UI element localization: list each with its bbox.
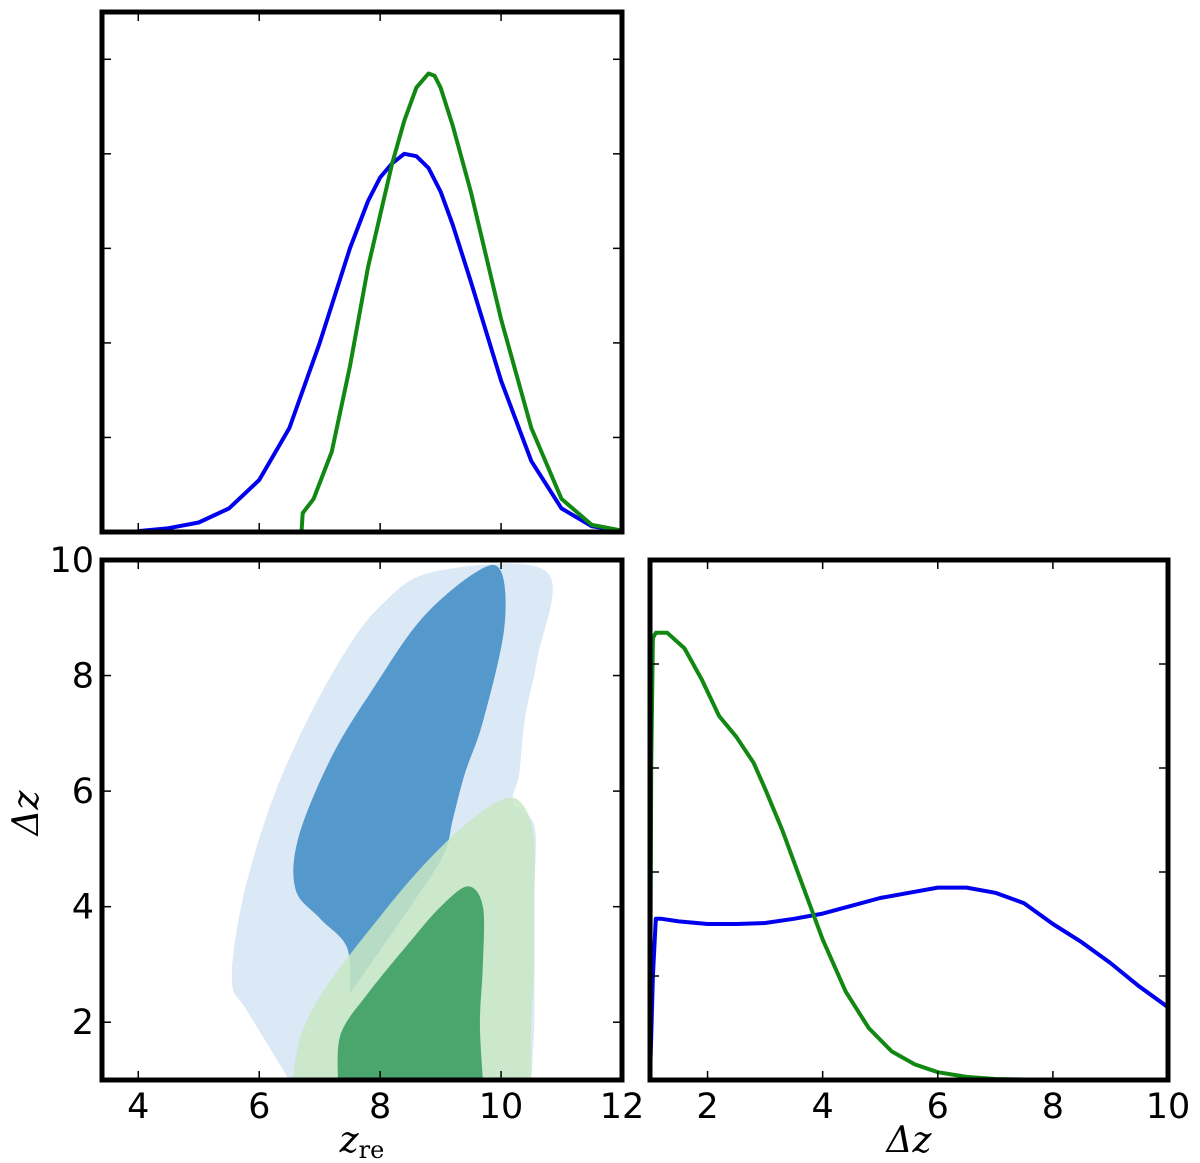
zre-marginal-green-curve — [299, 71, 622, 532]
dz-marginal-frame — [647, 557, 1171, 1083]
dz-x-axis-label: Δz — [885, 1120, 933, 1161]
contour-y-tick-label: 10 — [49, 541, 94, 581]
dz-marginal-x-tick-label: 6 — [927, 1087, 949, 1127]
zre-marginal-panel — [99, 9, 625, 535]
zre-marginal-frame — [99, 9, 625, 535]
contour-y-tick-label: 6 — [72, 772, 94, 812]
contour-x-tick-label: 12 — [600, 1087, 645, 1127]
dz-marginal-green-curve — [650, 630, 1055, 1080]
contour-y-tick-label: 2 — [72, 1003, 94, 1043]
dz-marginal-x-tick-label: 2 — [696, 1087, 718, 1127]
dz-marginal-curves — [650, 630, 1168, 1080]
contour-x-tick-label: 6 — [248, 1087, 270, 1127]
contour-y-tick-label: 8 — [72, 657, 94, 697]
contour-blue_inner — [293, 565, 506, 994]
dz-marginal-blue-curve — [650, 885, 1168, 1080]
dz-marginal-panel: 2 4 6 8 10 Δz — [647, 557, 1190, 1161]
zre-marginal-blue-curve — [136, 151, 622, 532]
dz-marginal-tick-labels: 2 4 6 8 10 — [696, 1087, 1190, 1127]
contour-x-tick-label: 8 — [369, 1087, 391, 1127]
zre-axis-label: zre — [339, 1120, 385, 1163]
dz-marginal-x-tick-label: 4 — [812, 1087, 834, 1127]
dz-marginal-x-tick-label: 8 — [1042, 1087, 1064, 1127]
contour-x-tick-label: 10 — [479, 1087, 524, 1127]
dz-marginal-x-tick-label: 10 — [1146, 1087, 1191, 1127]
zre-marginal-curves — [136, 71, 622, 532]
contour-x-tick-label: 4 — [127, 1087, 149, 1127]
joint-contour-panel: 4 6 8 10 12 2 4 6 8 10 zre Δz — [6, 541, 644, 1163]
contour-tick-labels: 4 6 8 10 12 2 4 6 8 10 — [49, 541, 644, 1127]
contour-green_inner — [337, 886, 485, 1080]
contour-regions — [231, 563, 553, 1080]
dz-marginal-ticks — [650, 560, 1169, 1080]
dz-y-axis-label: Δz — [6, 789, 47, 837]
contour-frame — [99, 557, 625, 1083]
contour-y-tick-label: 4 — [72, 888, 94, 928]
